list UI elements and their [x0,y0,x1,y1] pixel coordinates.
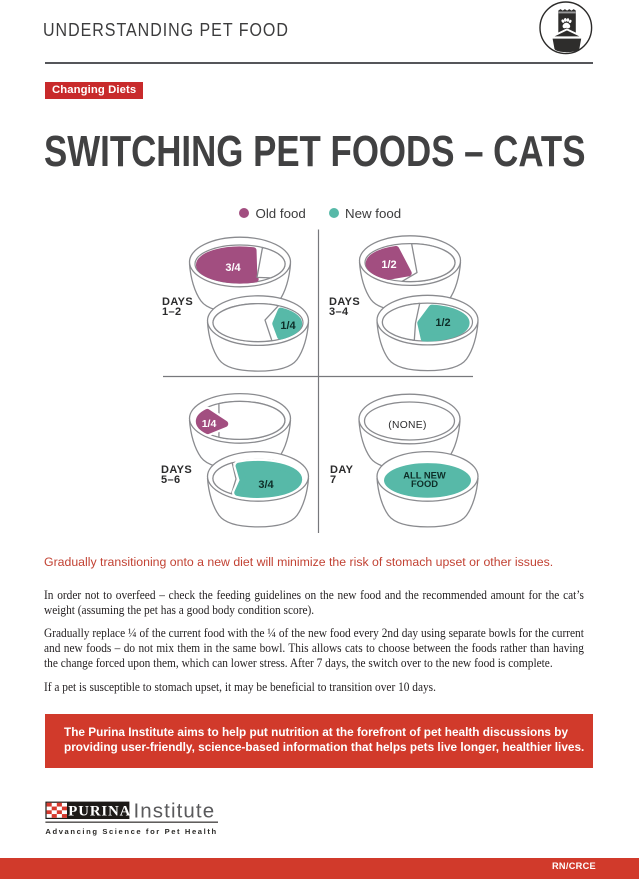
svg-text:PURINA: PURINA [68,803,131,819]
svg-text:1/4: 1/4 [280,320,296,332]
svg-text:FOOD: FOOD [411,478,438,489]
svg-text:Advancing Science for Pet Heal: Advancing Science for Pet Health [45,827,217,836]
svg-text:ALL NEW: ALL NEW [403,469,446,480]
svg-text:1/2: 1/2 [381,259,396,271]
svg-text:1/4: 1/4 [202,418,217,430]
svg-text:3/4: 3/4 [225,262,241,274]
svg-text:1/2: 1/2 [435,317,450,329]
svg-text:Institute: Institute [134,801,216,823]
svg-text:3/4: 3/4 [258,479,274,491]
svg-text:(NONE): (NONE) [388,420,426,431]
